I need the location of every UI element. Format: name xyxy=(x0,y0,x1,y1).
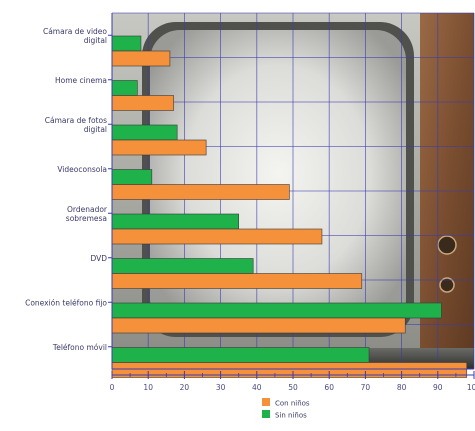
category-label: Teléfono móvil xyxy=(52,343,107,352)
bar-sin-ninos xyxy=(111,80,138,96)
bar-sin-ninos xyxy=(111,124,178,141)
legend-swatch xyxy=(262,410,270,418)
bar-sin-ninos xyxy=(111,213,239,230)
bar-sin-ninos xyxy=(111,347,370,363)
category-label: Cámara de fotos digital xyxy=(45,116,107,134)
bar-sin-ninos xyxy=(111,258,254,274)
legend: Con niños Sin niños xyxy=(262,398,310,420)
x-tick-label: 100 xyxy=(467,383,475,392)
x-tick-label: 30 xyxy=(216,383,226,392)
bar-con-ninos xyxy=(111,228,323,245)
bar-sin-ninos xyxy=(111,302,442,319)
legend-label: Con niños xyxy=(275,400,310,408)
axes: Cámara de video digital Home cinema Cámara … xyxy=(25,13,475,392)
x-tick-label: 90 xyxy=(433,383,443,392)
x-tick-label: 10 xyxy=(143,383,153,392)
x-tick-label: 70 xyxy=(361,383,371,392)
bar-con-ninos xyxy=(111,139,207,156)
x-tick-label: 40 xyxy=(252,383,262,392)
x-tick-label: 80 xyxy=(397,383,407,392)
x-tick-label: 60 xyxy=(324,383,334,392)
legend-label: Sin niños xyxy=(275,412,307,420)
category-label: Ordenador sobremesa xyxy=(66,205,108,223)
bar-con-ninos xyxy=(111,95,174,111)
category-label: Videoconsola xyxy=(57,165,107,174)
category-label: Cámara de video digital xyxy=(43,27,107,45)
bar-con-ninos xyxy=(111,50,171,67)
x-tick-label: 50 xyxy=(288,383,298,392)
category-label: Home cinema xyxy=(55,76,107,85)
bar-sin-ninos xyxy=(111,35,142,52)
legend-swatch xyxy=(262,398,270,406)
bar-con-ninos xyxy=(111,362,468,378)
x-tick-label: 0 xyxy=(110,383,115,392)
bar-con-ninos xyxy=(111,273,363,289)
x-tick-label: 20 xyxy=(180,383,190,392)
bar-sin-ninos xyxy=(111,169,153,185)
bar-con-ninos xyxy=(111,317,406,334)
bars xyxy=(111,35,468,378)
category-label: DVD xyxy=(90,254,107,263)
category-label: Conexión teléfono fijo xyxy=(25,298,107,307)
bar-con-ninos xyxy=(111,184,290,200)
